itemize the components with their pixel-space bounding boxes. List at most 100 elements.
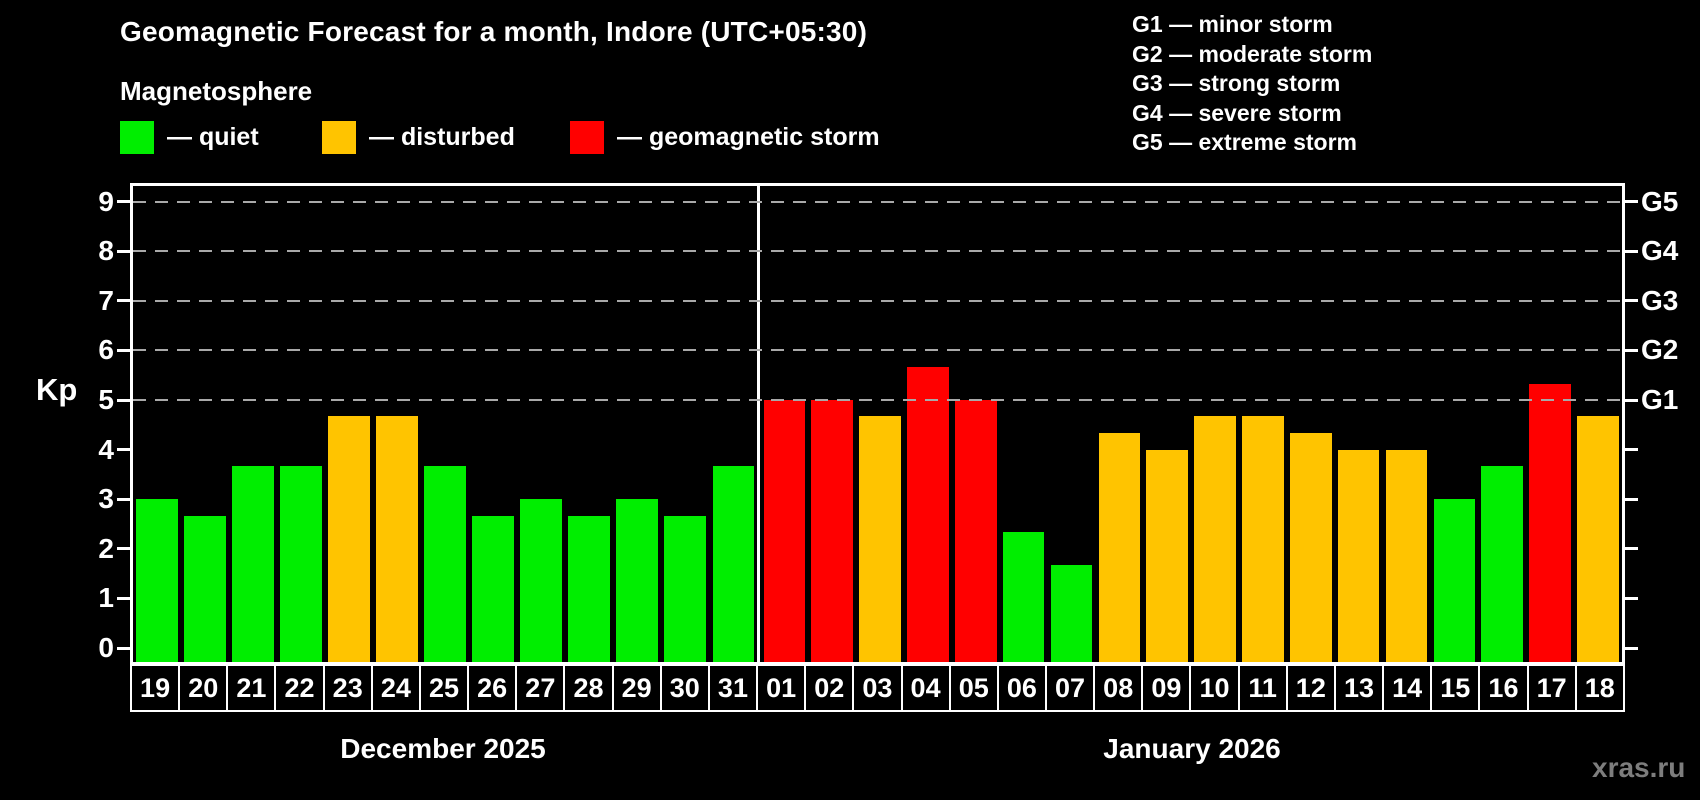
y-tick-label-0: 0 (98, 632, 114, 663)
left-tick-kp-6 (117, 348, 130, 352)
day-label-cell-10: 10 (1189, 664, 1240, 712)
month-group-1 (757, 186, 1622, 662)
day-label-cell-26: 26 (467, 664, 518, 712)
kp-bar-day-03 (859, 416, 901, 662)
day-label-cell-31: 31 (707, 664, 759, 712)
legend-label-quiet: — quiet (167, 123, 259, 151)
bar-slot (277, 186, 325, 662)
bar-slot (1335, 186, 1383, 662)
kp-bar-day-26 (472, 515, 515, 662)
left-tick-kp-4 (117, 448, 130, 452)
quiet-color-swatch (120, 120, 154, 154)
bars-container (133, 186, 1622, 662)
day-label-cell-12: 12 (1285, 664, 1336, 712)
day-label-cell-09: 09 (1141, 664, 1192, 712)
right-tick-kp-7 (1625, 299, 1638, 303)
g-scale-label-G4: G4 (1641, 235, 1679, 267)
day-label-cell-30: 30 (659, 664, 710, 712)
watermark-text: xras.ru (1592, 752, 1686, 783)
gridline-kp-9 (133, 200, 1622, 203)
bar-slot (229, 186, 277, 662)
y-tick-label-3: 3 (98, 483, 114, 515)
gridline-kp-6 (133, 349, 1622, 352)
bar-slot (613, 186, 661, 662)
bar-slot (1526, 186, 1574, 662)
chart-title: Geomagnetic Forecast for a month, Indore… (120, 16, 868, 47)
day-label-cell-11: 11 (1237, 664, 1288, 712)
bar-slot (469, 186, 517, 662)
kp-bar-day-06 (1002, 532, 1045, 662)
plot-area (117, 183, 1638, 665)
kp-bar-day-01 (763, 400, 806, 662)
day-label-cell-23: 23 (322, 664, 373, 712)
g-scale-label-G2: G2 (1641, 334, 1679, 366)
g-scale-label-G3: G3 (1641, 284, 1679, 316)
kp-bar-day-31 (712, 465, 755, 662)
bar-slot (1287, 186, 1335, 662)
bar-slot (1430, 186, 1478, 662)
kp-bar-day-23 (328, 416, 371, 662)
g-scale-label-G5: G5 (1641, 185, 1679, 217)
day-label-cell-18: 18 (1574, 664, 1625, 712)
bar-slot (709, 186, 757, 662)
bar-slot (517, 186, 565, 662)
kp-bar-day-25 (424, 465, 467, 662)
kp-bar-day-21 (232, 465, 274, 662)
legend-item-disturbed: — disturbed (322, 120, 515, 154)
bar-slot (325, 186, 373, 662)
g4-legend-line: G4 — severe storm (1132, 99, 1342, 126)
y-tick-label-5: 5 (98, 384, 114, 415)
g5-legend-line: G5 — extreme storm (1132, 129, 1357, 155)
day-label-cell-24: 24 (370, 664, 421, 712)
day-label-cell-02: 02 (804, 664, 855, 712)
kp-bar-day-17 (1529, 383, 1571, 662)
disturbed-color-swatch (322, 120, 356, 154)
bar-slot (565, 186, 613, 662)
kp-axis-label: Kp (36, 372, 78, 407)
day-label-cell-03: 03 (852, 664, 903, 712)
legend-label-disturbed: — disturbed (369, 123, 515, 151)
gridline-kp-5 (133, 399, 1622, 401)
g3-legend-line: G3 — strong storm (1132, 70, 1341, 96)
kp-bar-day-27 (520, 499, 563, 662)
bar-slot (1383, 186, 1431, 662)
right-tick-kp-9 (1625, 200, 1638, 204)
day-label-cell-08: 08 (1093, 664, 1144, 712)
day-label-cell-28: 28 (563, 664, 614, 712)
day-label-cell-25: 25 (418, 664, 470, 712)
kp-bar-day-15 (1433, 499, 1476, 662)
right-tick-kp-2 (1625, 547, 1638, 551)
bar-slot (760, 186, 808, 662)
bar-slot (1191, 186, 1239, 662)
bar-slot (1095, 186, 1143, 662)
kp-bar-day-11 (1242, 416, 1284, 662)
kp-bar-day-16 (1481, 465, 1524, 662)
g1-legend-line: G1 — minor storm (1132, 11, 1333, 37)
g2-legend-line: G2 — moderate storm (1132, 40, 1373, 67)
chart-subtitle: Magnetosphere (120, 76, 313, 106)
day-label-cell-06: 06 (996, 664, 1047, 712)
kp-bar-day-30 (664, 515, 707, 662)
kp-bar-day-22 (280, 465, 322, 662)
day-label-cell-14: 14 (1382, 664, 1433, 712)
day-label-cell-27: 27 (515, 664, 566, 712)
y-tick-label-7: 7 (98, 284, 114, 316)
day-label-cell-05: 05 (948, 664, 999, 712)
day-label-cell-13: 13 (1333, 664, 1385, 712)
bar-slot (1478, 186, 1526, 662)
month-label-december: December 2025 (340, 733, 546, 764)
bar-slot (133, 186, 181, 662)
day-label-cell-21: 21 (226, 664, 277, 712)
y-tick-label-2: 2 (98, 532, 114, 564)
legend-item-quiet: — quiet (120, 120, 259, 154)
bar-slot (181, 186, 229, 662)
gridline-kp-7 (133, 299, 1622, 302)
y-tick-label-4: 4 (98, 433, 114, 465)
bar-slot (1000, 186, 1048, 662)
day-labels-row: 19 20 21 22 23 24 25 26 27 28 29 30 31 01 02 03 04 05 06 07… (130, 664, 1625, 712)
bar-slot (856, 186, 904, 662)
day-label-cell-22: 22 (274, 664, 325, 712)
y-tick-label-1: 1 (98, 582, 114, 614)
gridline-kp-8 (133, 250, 1622, 253)
